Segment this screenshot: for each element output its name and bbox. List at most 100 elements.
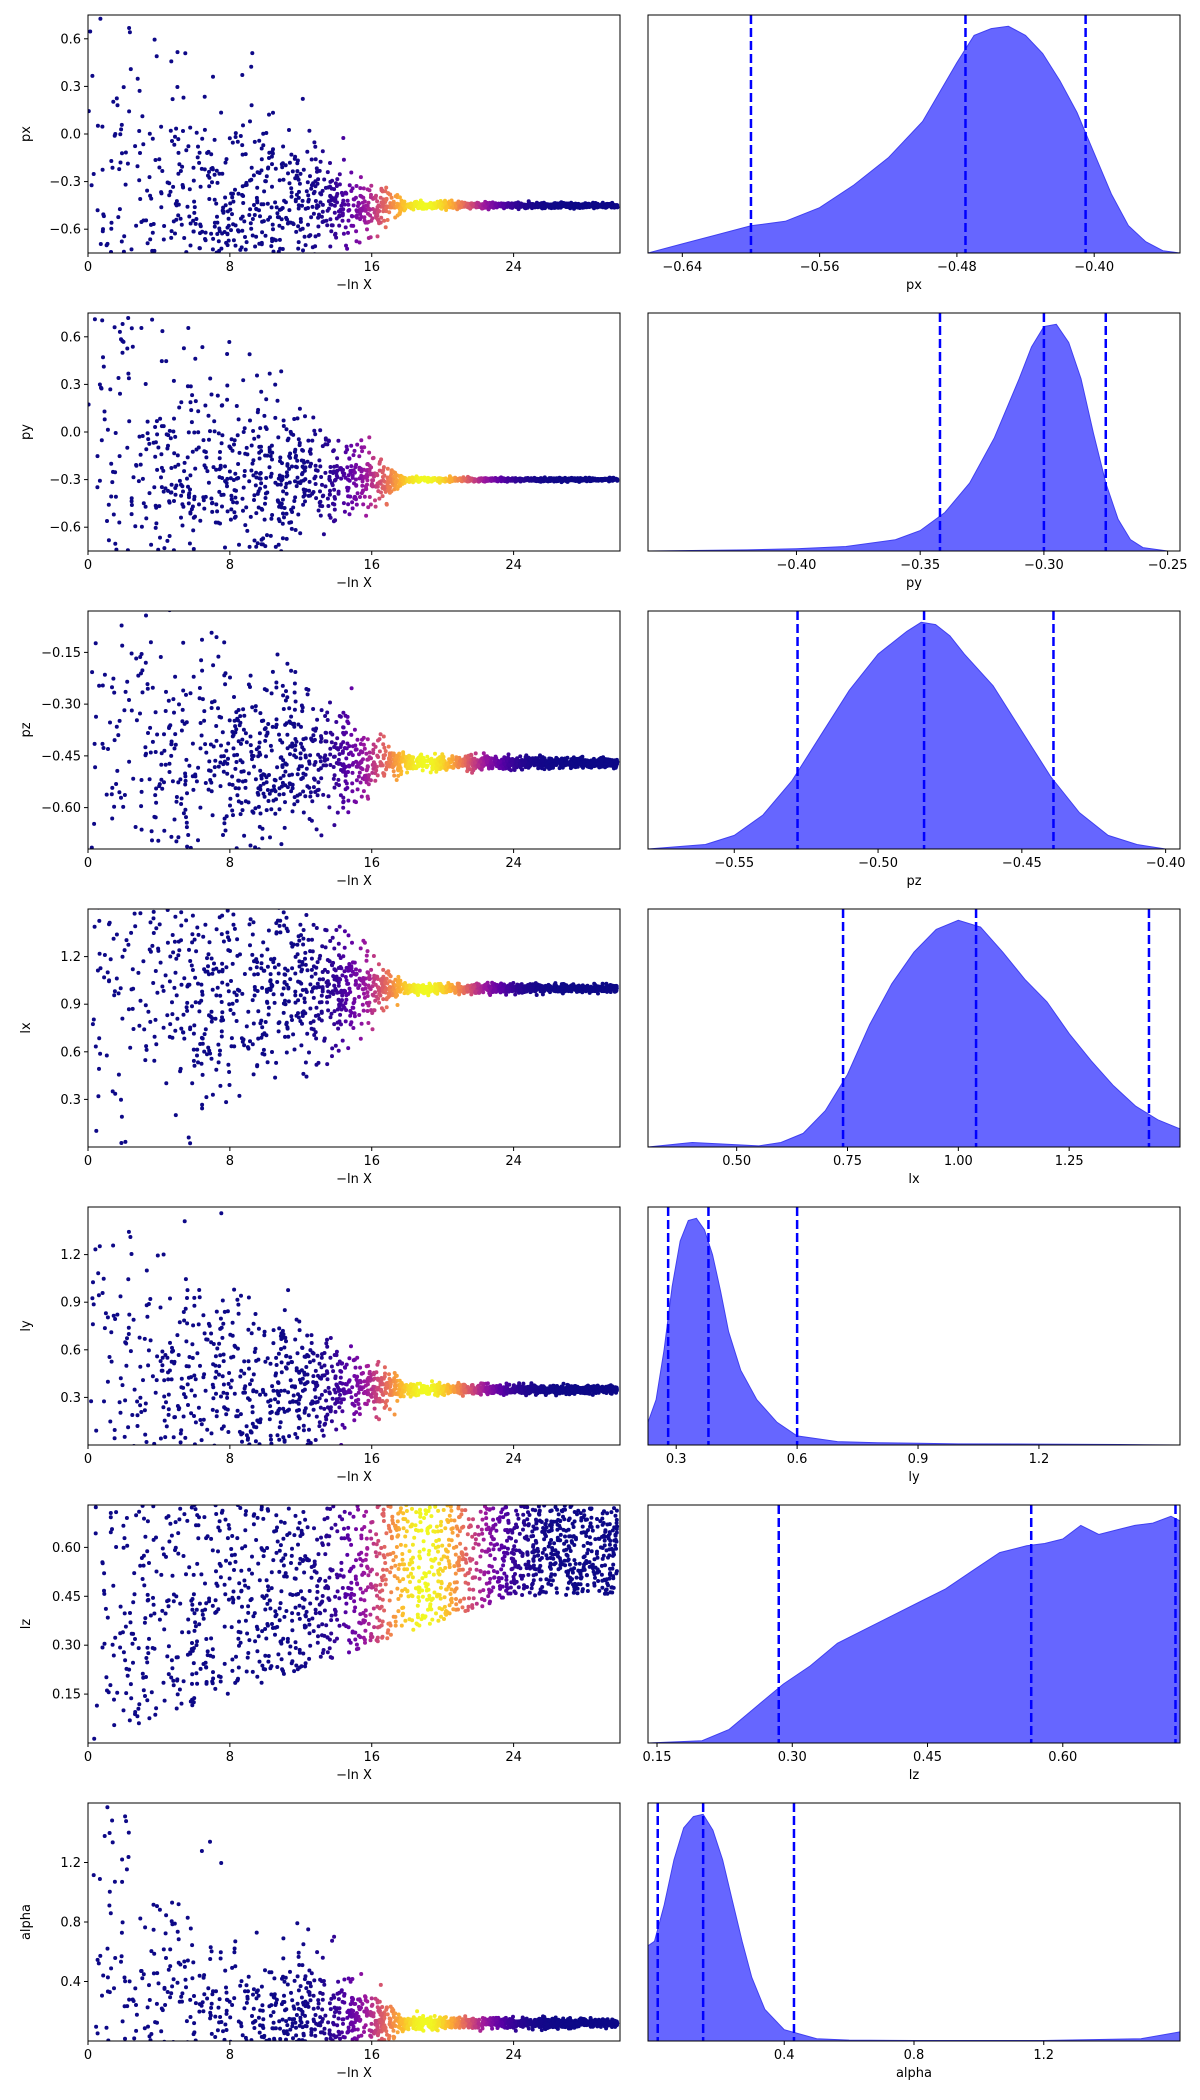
sample-point xyxy=(354,800,358,805)
sample-point xyxy=(196,409,201,414)
sample-point xyxy=(331,448,336,453)
sample-point xyxy=(293,479,297,484)
sample-point xyxy=(236,417,241,422)
sample-point xyxy=(277,519,282,524)
sample-point xyxy=(148,640,153,645)
sample-point xyxy=(287,466,292,471)
sample-point xyxy=(313,474,318,479)
sample-point xyxy=(194,217,199,221)
sample-point xyxy=(377,496,382,501)
sample-point xyxy=(262,189,267,194)
sample-point xyxy=(289,194,294,199)
sample-point xyxy=(98,242,103,246)
sample-point xyxy=(250,757,254,762)
sample-point xyxy=(339,768,343,772)
sample-point xyxy=(236,191,241,196)
sample-point xyxy=(170,139,174,143)
sample-point xyxy=(361,186,366,191)
sample-point xyxy=(214,585,218,589)
sample-point xyxy=(259,537,264,542)
sample-point xyxy=(191,165,196,170)
sample-point xyxy=(184,820,189,825)
sample-point xyxy=(175,568,179,572)
sample-point xyxy=(177,318,181,322)
sample-point xyxy=(436,756,440,761)
sample-point xyxy=(562,477,567,482)
sample-point xyxy=(375,210,380,215)
sample-point xyxy=(127,30,132,35)
sample-point xyxy=(306,206,310,210)
sample-point xyxy=(121,85,126,90)
sample-point xyxy=(185,476,189,481)
sample-point xyxy=(296,224,301,229)
sample-point xyxy=(159,191,164,196)
sample-point xyxy=(109,159,114,163)
sample-point xyxy=(293,528,298,532)
sample-point xyxy=(308,753,313,758)
sample-point xyxy=(258,272,262,276)
sample-point xyxy=(133,144,138,149)
sample-point xyxy=(129,503,134,507)
sample-point xyxy=(330,732,335,737)
sample-point xyxy=(360,737,364,742)
sample-point xyxy=(157,165,162,170)
sample-point xyxy=(253,483,258,488)
sample-point xyxy=(212,172,217,177)
sample-point xyxy=(292,681,297,686)
sample-point xyxy=(153,750,158,754)
sample-point xyxy=(126,371,131,376)
sample-point xyxy=(122,793,127,797)
sample-point xyxy=(163,762,168,767)
sample-point xyxy=(179,802,184,806)
sample-point xyxy=(154,324,158,328)
sample-point xyxy=(282,515,286,520)
sample-point xyxy=(170,97,175,102)
sample-point xyxy=(157,504,162,509)
sample-point xyxy=(370,770,375,775)
sample-point xyxy=(195,155,200,160)
sample-point xyxy=(348,468,353,473)
sample-point xyxy=(335,736,340,741)
sample-point xyxy=(309,186,314,191)
sample-point xyxy=(324,739,329,744)
sample-point xyxy=(253,708,258,713)
sample-point xyxy=(296,195,301,200)
sample-point xyxy=(292,721,297,726)
sample-point xyxy=(117,207,122,212)
sample-point xyxy=(325,170,330,175)
sample-point xyxy=(284,491,289,496)
sample-point xyxy=(339,466,343,471)
sample-point xyxy=(180,484,185,489)
sample-point xyxy=(308,174,312,179)
sample-point xyxy=(549,476,554,481)
sample-point xyxy=(241,508,245,513)
sample-point xyxy=(244,740,249,745)
sample-point xyxy=(373,195,378,200)
sample-point xyxy=(193,399,198,404)
sample-point xyxy=(186,144,191,149)
sample-point xyxy=(201,498,206,503)
sample-point xyxy=(359,469,364,474)
sample-point xyxy=(283,163,288,168)
sample-point xyxy=(161,468,166,473)
sample-point xyxy=(202,264,206,268)
sample-point xyxy=(314,265,318,269)
sample-point xyxy=(313,463,318,468)
sample-point xyxy=(218,450,222,454)
sample-point xyxy=(112,325,117,330)
sample-point xyxy=(252,573,256,577)
sample-point xyxy=(319,708,324,713)
sample-point xyxy=(384,206,389,211)
sample-point xyxy=(273,480,278,485)
sample-point xyxy=(303,243,308,248)
sample-point xyxy=(368,778,373,783)
sample-point xyxy=(349,464,354,469)
sample-point xyxy=(163,590,167,594)
sample-point xyxy=(332,495,337,499)
sample-point xyxy=(207,197,212,201)
sample-point xyxy=(370,216,375,221)
sample-point xyxy=(297,181,302,186)
sample-point xyxy=(248,514,253,519)
sample-point xyxy=(306,199,311,204)
sample-point xyxy=(242,426,247,431)
